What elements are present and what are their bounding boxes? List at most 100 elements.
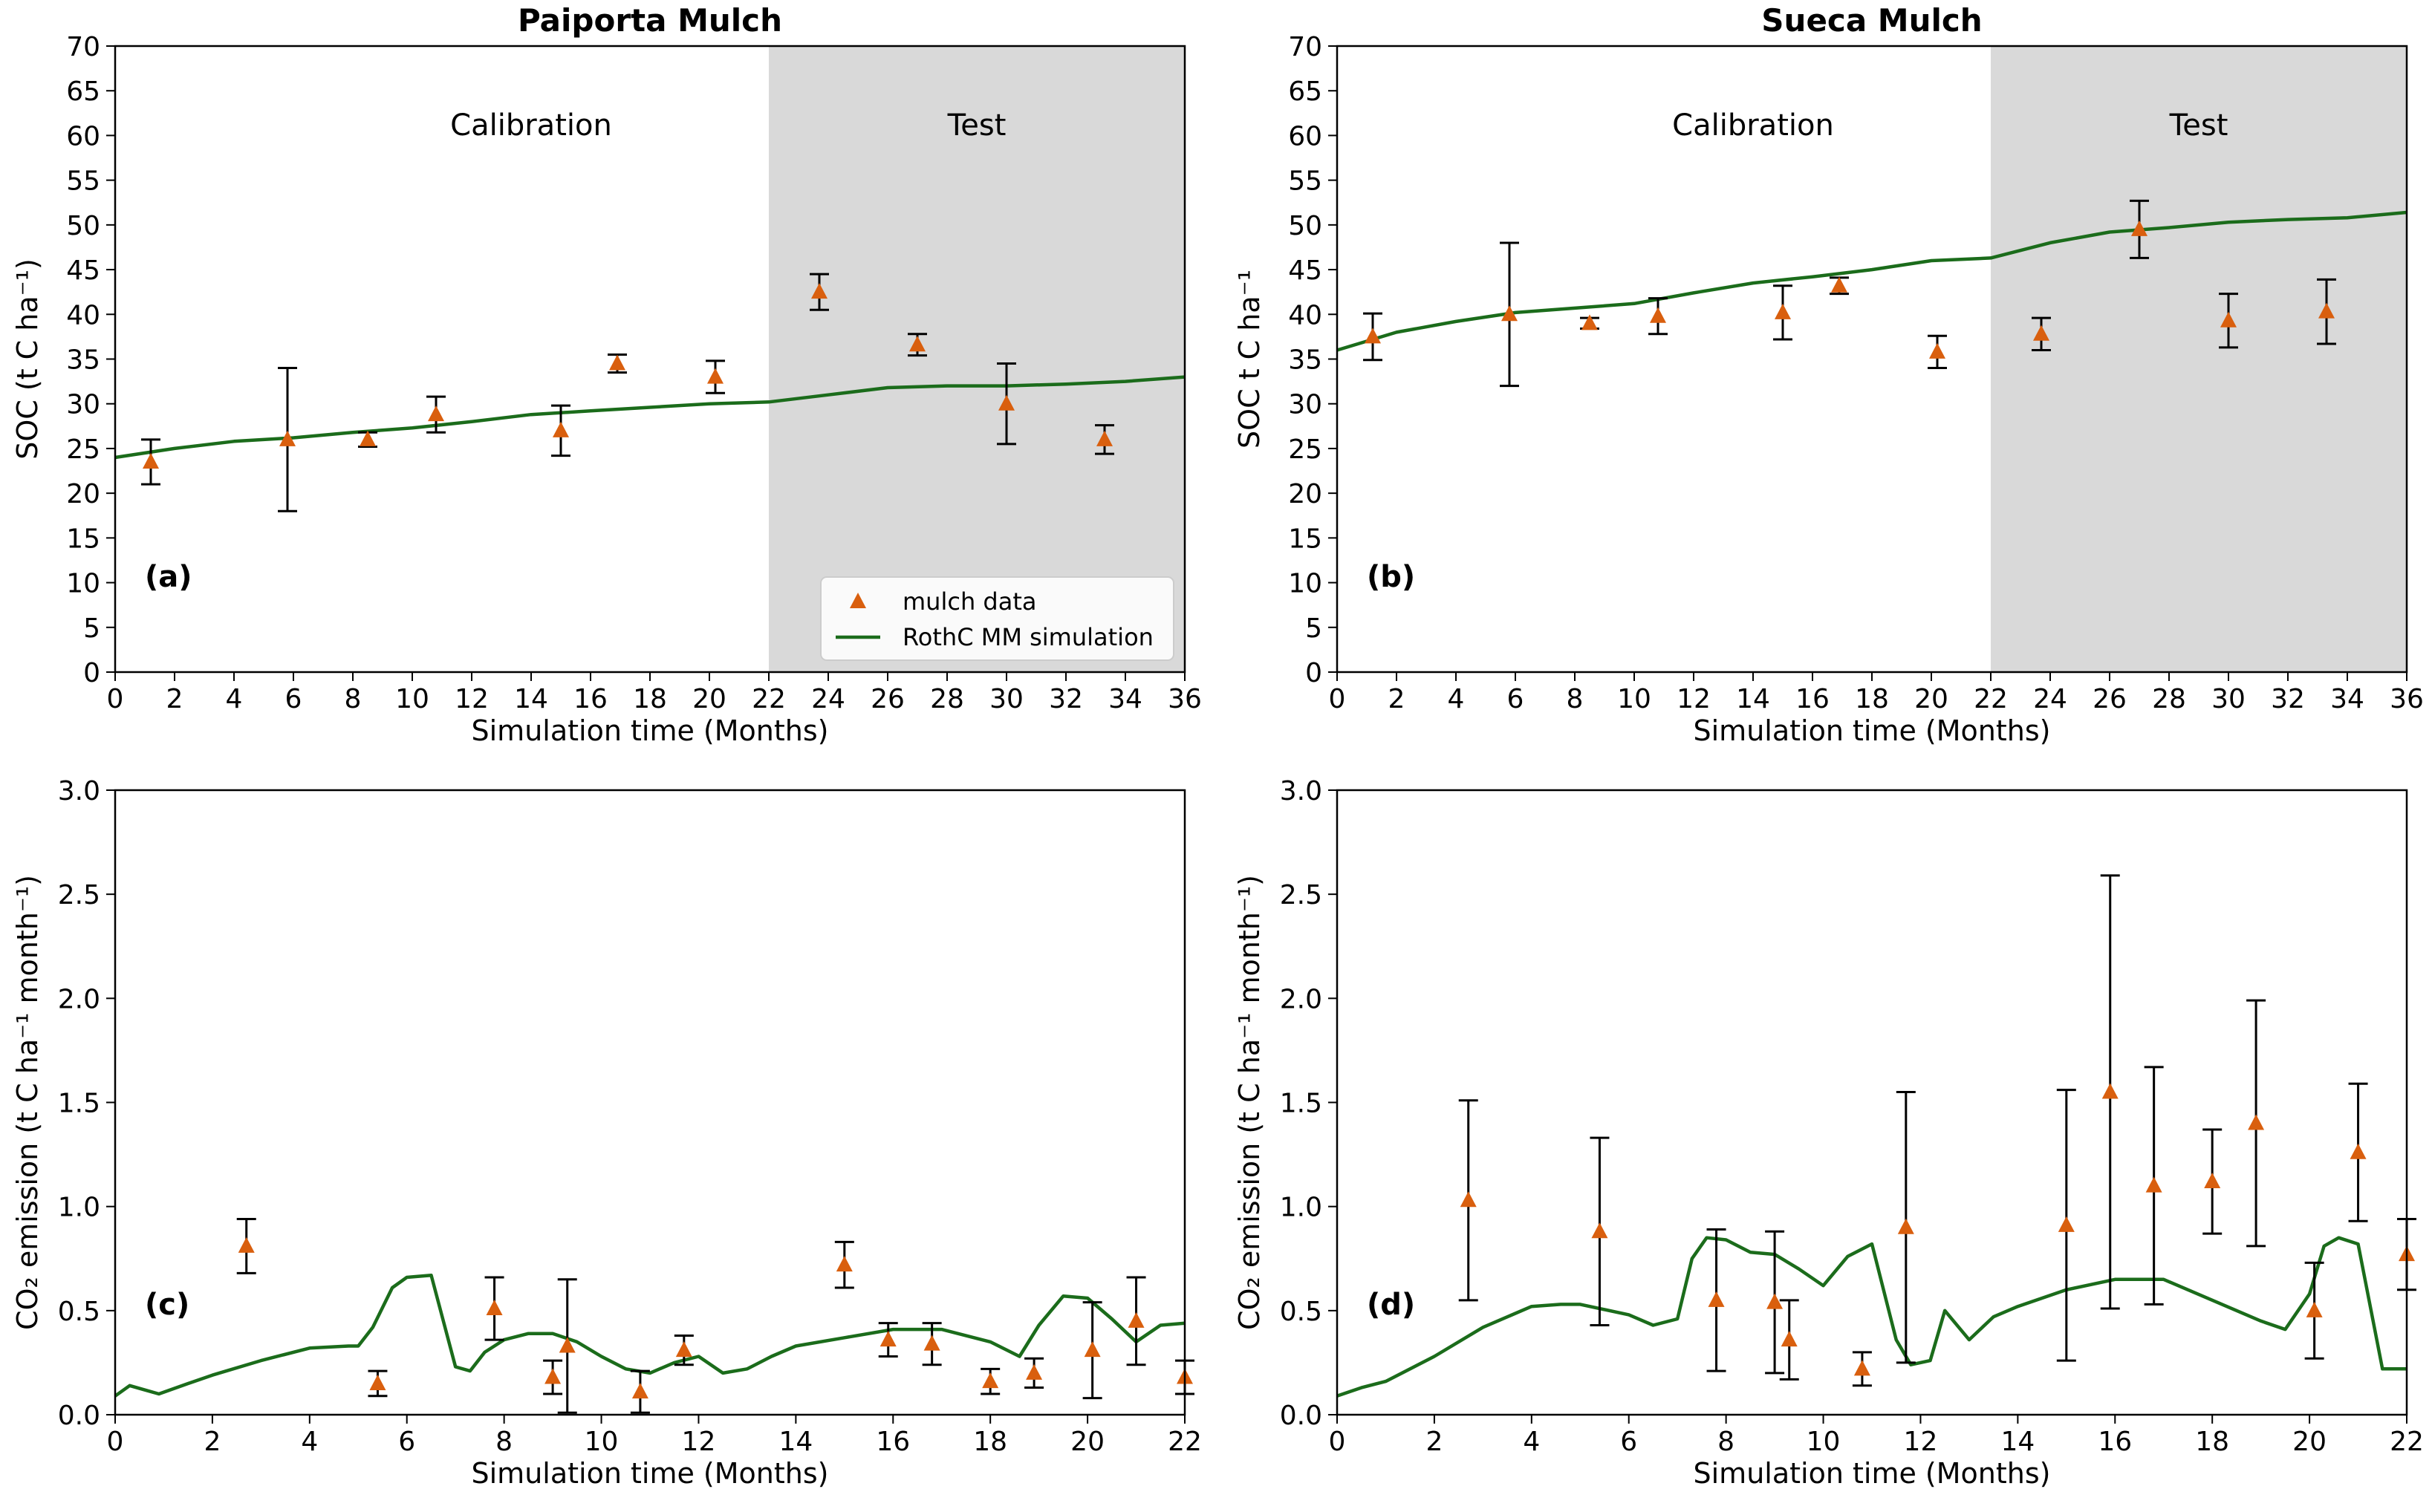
y-tick-label: 20	[66, 479, 100, 509]
data-point	[1708, 1291, 1725, 1307]
x-tick-label: 12	[1904, 1427, 1938, 1457]
x-tick-label: 20	[1070, 1427, 1105, 1457]
data-point	[559, 1337, 576, 1353]
y-tick-label: 20	[1288, 479, 1322, 509]
y-tick-label: 45	[1288, 255, 1322, 286]
panel-label: (d)	[1367, 1288, 1415, 1322]
axes-frame	[1336, 45, 2408, 674]
y-tick-label: 3.0	[58, 776, 100, 806]
data-point	[1460, 1191, 1477, 1208]
x-tick-label: 12	[455, 684, 489, 714]
data-point	[1766, 1293, 1784, 1309]
x-tick-label: 8	[1567, 684, 1584, 714]
x-tick-label: 24	[811, 684, 845, 714]
y-tick-label: 65	[1288, 76, 1322, 107]
y-tick-label: 25	[66, 434, 100, 465]
x-tick-label: 4	[1448, 684, 1465, 714]
data-point	[2101, 1083, 2119, 1099]
legend-marker	[850, 593, 866, 608]
x-tick-label: 20	[2292, 1427, 2327, 1457]
x-tick-label: 28	[930, 684, 964, 714]
y-tick-label: 30	[1288, 390, 1322, 420]
y-tick-label: 0.5	[58, 1297, 100, 1327]
x-tick-label: 36	[1168, 684, 1202, 714]
x-tick-label: 14	[778, 1427, 813, 1457]
y-tick-label: 0	[83, 658, 100, 688]
x-tick-label: 24	[2033, 684, 2067, 714]
x-tick-label: 22	[2390, 1427, 2424, 1457]
y-tick-label: 5	[83, 613, 100, 644]
data-point	[279, 430, 296, 446]
x-tick-label: 30	[989, 684, 1024, 714]
panel-d: 0 2 4 6 8 10 12 14 16 18 20 22 0.0 0.5 1.0 1.5 2.0 2.5 3.0…	[1233, 776, 2424, 1490]
y-tick-label: 0.0	[58, 1401, 100, 1431]
y-tick-label: 30	[66, 390, 100, 420]
panel-title: Sueca Mulch	[1761, 2, 1982, 39]
x-tick-label: 18	[633, 684, 667, 714]
x-tick-label: 6	[1507, 684, 1524, 714]
data-point	[2306, 1301, 2323, 1317]
data-point	[1026, 1363, 1043, 1380]
x-tick-label: 16	[2098, 1427, 2132, 1457]
legend-label-data: mulch data	[903, 587, 1036, 616]
region-shade-test	[769, 46, 1185, 672]
x-tick-label: 16	[573, 684, 608, 714]
x-tick-label: 14	[1736, 684, 1770, 714]
y-tick-label: 35	[1288, 345, 1322, 376]
x-tick-label: 10	[1807, 1427, 1841, 1457]
y-tick-label: 70	[1288, 32, 1322, 62]
y-tick-label: 55	[66, 166, 100, 197]
panel-label: (c)	[145, 1288, 189, 1322]
x-axis-label: Simulation time (Months)	[472, 1457, 829, 1490]
x-tick-label: 20	[692, 684, 726, 714]
y-tick-label: 1.0	[1280, 1193, 1322, 1223]
x-axis-label: Simulation time (Months)	[1694, 714, 2051, 747]
x-tick-label: 6	[1620, 1427, 1637, 1457]
x-tick-label: 14	[2000, 1427, 2035, 1457]
y-tick-label: 0	[1305, 658, 1322, 688]
data-point	[553, 421, 569, 437]
data-point	[238, 1236, 255, 1253]
x-tick-label: 0	[1329, 1427, 1346, 1457]
x-tick-label: 20	[1914, 684, 1948, 714]
x-tick-label: 14	[514, 684, 548, 714]
panel-label: (a)	[145, 560, 192, 594]
region-label-calibration: Calibration	[450, 108, 612, 143]
data-point	[631, 1383, 648, 1399]
x-tick-label: 4	[226, 684, 243, 714]
x-tick-label: 8	[345, 684, 362, 714]
data-point	[428, 405, 444, 422]
panel-title: Paiporta Mulch	[518, 2, 782, 39]
data-point	[880, 1331, 897, 1347]
y-tick-label: 10	[66, 569, 100, 599]
legend: mulch data RothC MM simulation	[820, 576, 1174, 661]
y-tick-label: 70	[66, 32, 100, 62]
x-tick-label: 22	[1168, 1427, 1202, 1457]
x-tick-label: 10	[395, 684, 429, 714]
x-tick-label: 18	[2195, 1427, 2229, 1457]
data-point	[2318, 302, 2335, 319]
x-tick-label: 28	[2152, 684, 2186, 714]
data-point	[2204, 1173, 2221, 1189]
axes-frame	[114, 45, 1186, 674]
y-tick-label: 60	[1288, 121, 1322, 151]
y-tick-label: 40	[66, 300, 100, 330]
y-tick-label: 60	[66, 121, 100, 151]
data-point	[2033, 325, 2049, 341]
x-tick-label: 2	[204, 1427, 221, 1457]
data-point	[1591, 1222, 1608, 1239]
x-tick-label: 2	[1425, 1427, 1443, 1457]
y-tick-label: 0.5	[1280, 1297, 1322, 1327]
x-tick-label: 30	[2211, 684, 2246, 714]
simulation-line	[114, 1273, 1186, 1398]
data-point	[2145, 1176, 2162, 1193]
y-tick-label: 0.0	[1280, 1401, 1322, 1431]
legend-label-simulation: RothC MM simulation	[903, 623, 1154, 651]
x-tick-label: 4	[1523, 1427, 1540, 1457]
y-tick-label: 45	[66, 255, 100, 286]
y-tick-label: 1.5	[58, 1089, 100, 1119]
data-point	[143, 452, 159, 469]
